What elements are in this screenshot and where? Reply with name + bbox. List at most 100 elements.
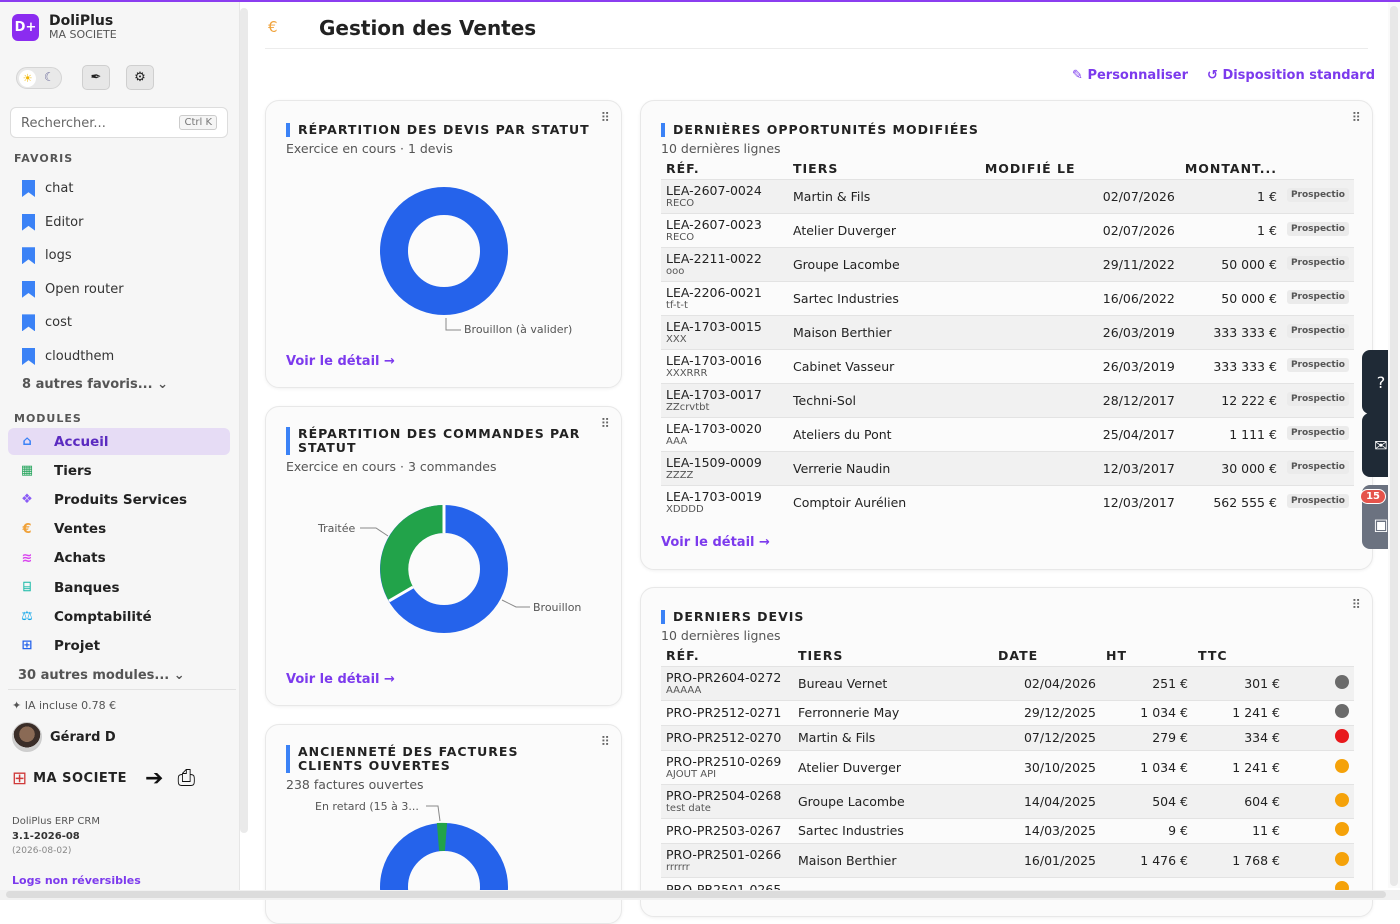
ref-link[interactable]: PRO-PR2604-0272 [666,670,781,685]
sidebar-item-projet[interactable]: ⊞Projet [8,632,230,659]
tiers-cell[interactable]: Ateliers du Pont [788,417,980,451]
ref-link[interactable]: LEA-2211-0022 [666,251,762,266]
ref-link[interactable]: LEA-2607-0024 [666,183,762,198]
theme-toggle[interactable]: ☀ ☾ [16,67,62,89]
favorite-item[interactable]: Editor [22,214,83,231]
tiers-cell[interactable]: Maison Berthier [793,843,993,877]
logs-link[interactable]: Logs non réversibles [12,874,141,887]
ref-link[interactable]: LEA-1509-0009 [666,455,762,470]
col-ref[interactable]: RÉF. [661,159,788,179]
search-input[interactable]: Rechercher... Ctrl K [10,107,228,138]
tiers-cell[interactable]: Ferronnerie May [793,700,993,725]
ref-link[interactable]: LEA-1703-0017 [666,387,762,402]
tiers-cell[interactable]: Atelier Duverger [788,213,980,247]
favorite-item[interactable]: cost [22,314,72,331]
col-tiers[interactable]: TIERS [788,159,980,179]
ref-link[interactable]: LEA-2607-0023 [666,217,762,232]
sidebar-item-tiers[interactable]: ▦Tiers [8,457,230,484]
edit-theme-button[interactable]: ✒ [82,65,110,90]
euro-icon: € [12,522,42,537]
reset-layout-button[interactable]: ↺ Disposition standard [1207,68,1375,83]
ref-link[interactable]: PRO-PR2510-0269 [666,754,781,769]
col-ttc[interactable]: TTC [1193,646,1285,666]
sidebar-item-accueil[interactable]: ⌂Accueil [8,428,230,455]
ref-link[interactable]: LEA-1703-0020 [666,421,762,436]
tiers-cell[interactable]: Maison Berthier [788,315,980,349]
sidebar-item-ventes[interactable]: €Ventes [8,516,230,543]
tiers-cell[interactable]: Martin & Fils [788,179,980,213]
more-favorites-link[interactable]: 8 autres favoris... ⌄ [22,377,168,392]
favorite-item[interactable]: logs [22,247,72,264]
tiers-cell[interactable]: Sartec Industries [793,818,993,843]
logout-icon[interactable]: ➔ [145,766,163,791]
sidebar-item-produits-services[interactable]: ❖Produits Services [8,486,230,513]
tiers-cell[interactable]: Verrerie Naudin [788,451,980,485]
ref-link[interactable]: LEA-2206-0021 [666,285,762,300]
more-modules-link[interactable]: 30 autres modules... ⌄ [18,668,185,683]
col-ref[interactable]: RÉF. [661,646,793,666]
sidebar-scrollbar[interactable] [240,8,248,833]
ref-link[interactable]: PRO-PR2512-0271 [666,705,781,720]
settings-button[interactable]: ⚙ [126,65,154,90]
print-icon[interactable]: ⎙ [177,766,195,791]
col-ht[interactable]: HT [1101,646,1193,666]
devis-detail-link[interactable]: Voir le détail → [286,354,395,369]
sidebar-item-comptabilit-[interactable]: ⚖Comptabilité [8,603,230,630]
tiers-cell[interactable]: Atelier Duverger [793,750,993,784]
ref-link[interactable]: LEA-1703-0015 [666,319,762,334]
tiers-cell[interactable]: Groupe Lacombe [788,247,980,281]
slice-brouillon[interactable] [394,201,494,301]
page-horizontal-scrollbar[interactable] [0,890,1400,900]
ref-link[interactable]: LEA-1703-0019 [666,489,762,504]
ref-link[interactable]: PRO-PR2512-0270 [666,730,781,745]
tiers-cell[interactable]: Groupe Lacombe [793,784,993,818]
tiers-cell[interactable]: Techni-Sol [788,383,980,417]
page-vertical-scrollbar[interactable] [1388,2,1400,888]
drag-handle-icon[interactable]: ⠿ [1351,598,1360,613]
commandes-detail-link[interactable]: Voir le détail → [286,672,395,687]
drag-handle-icon[interactable]: ⠿ [1351,111,1360,126]
favorite-item[interactable]: chat [22,180,73,197]
ref-link[interactable]: LEA-1703-0016 [666,353,762,368]
company-name[interactable]: MA SOCIETE [33,771,127,786]
sidebar-item-banques[interactable]: ⌸Banques [8,574,230,601]
slice-traitee[interactable] [394,519,444,594]
tiers-cell[interactable]: Cabinet Vasseur [788,349,980,383]
user-menu[interactable]: Gérard D [12,722,116,752]
ref-link[interactable]: PRO-PR2503-0267 [666,823,781,838]
favorite-item[interactable]: Open router [22,281,124,298]
col-amount[interactable]: MONTANT... [1180,159,1282,179]
favorite-item[interactable]: cloudthem [22,348,114,365]
ref-link[interactable]: PRO-PR2501-0266 [666,847,781,862]
col-date[interactable]: DATE [993,646,1101,666]
status-dot [1335,704,1349,718]
col-modified[interactable]: MODIFIÉ LE [980,159,1180,179]
tiers-cell[interactable]: Sartec Industries [788,281,980,315]
tiers-cell[interactable]: Martin & Fils [793,725,993,750]
opportunities-detail-link[interactable]: Voir le détail → [661,535,770,550]
ref-link[interactable]: PRO-PR2504-0268 [666,788,781,803]
tiers-cell[interactable]: Comptoir Aurélien [788,485,980,519]
col-tiers[interactable]: TIERS [793,646,993,666]
tiers-cell[interactable]: Bureau Vernet [793,666,993,700]
customize-button[interactable]: ✎ Personnaliser [1072,68,1188,83]
sidebar-item-achats[interactable]: ≋Achats [8,545,230,572]
brand[interactable]: D+ DoliPlus MA SOCIETE [12,14,117,41]
